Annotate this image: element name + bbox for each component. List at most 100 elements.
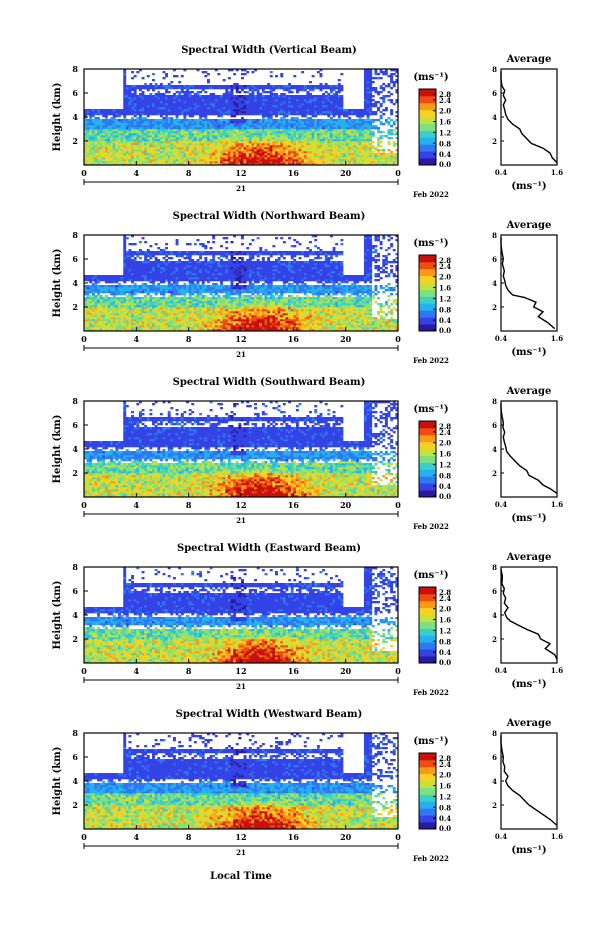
heatmap-cell <box>84 325 87 328</box>
heatmap-cell <box>152 103 155 106</box>
heatmap-cell <box>206 163 210 166</box>
heatmap-cell <box>183 69 187 72</box>
heatmap-cell <box>269 117 273 120</box>
heatmap-cell <box>275 151 278 154</box>
heatmap-cell <box>94 321 98 324</box>
heatmap-cell <box>183 87 187 90</box>
heatmap-cell <box>89 277 93 280</box>
heatmap-cell <box>366 137 370 140</box>
heatmap-cell <box>256 123 260 126</box>
heatmap-cell <box>269 129 273 132</box>
heatmap-cell <box>188 153 192 156</box>
heatmap-cell <box>123 253 127 256</box>
heatmap-cell <box>115 113 119 116</box>
heatmap-cell <box>133 243 137 246</box>
heatmap-cell <box>141 161 145 164</box>
heatmap-cell <box>340 119 344 122</box>
heatmap-cell <box>146 115 150 118</box>
heatmap-cell <box>112 319 116 322</box>
heatmap-cell <box>301 163 305 166</box>
heatmap-cell <box>133 271 137 274</box>
heatmap-cell <box>246 87 250 90</box>
heatmap-cell <box>131 77 135 80</box>
heatmap-cell <box>115 279 119 282</box>
heatmap-cell <box>332 87 336 90</box>
heatmap-cell <box>97 119 100 122</box>
heatmap-cell <box>131 235 135 238</box>
heatmap-cell <box>290 87 294 90</box>
heatmap-cell <box>241 99 244 102</box>
heatmap-cell <box>311 129 315 132</box>
heatmap-cell <box>102 313 106 316</box>
heatmap-cell <box>358 129 362 132</box>
heatmap-cell <box>199 103 203 106</box>
heatmap-cell <box>337 111 341 114</box>
heatmap-cell <box>272 109 276 112</box>
heatmap-cell <box>269 141 273 144</box>
heatmap-cell <box>251 163 255 166</box>
heatmap-cell <box>267 163 271 166</box>
heatmap-cell <box>138 111 142 114</box>
heatmap-cell <box>180 147 184 150</box>
heatmap-cell <box>138 307 142 310</box>
heatmap-cell <box>125 137 129 140</box>
heatmap-cell <box>348 161 352 164</box>
heatmap-cell <box>384 119 388 122</box>
heatmap-cell <box>97 297 100 300</box>
heatmap-cell <box>180 151 184 154</box>
heatmap-cell <box>146 89 150 92</box>
heatmap-cell <box>285 87 289 90</box>
heatmap-cell <box>183 141 187 144</box>
heatmap-cell <box>303 119 307 122</box>
heatmap-cell <box>316 139 320 142</box>
heatmap-cell <box>227 113 231 116</box>
heatmap-cell <box>123 79 127 82</box>
heatmap-cell <box>217 101 221 104</box>
heatmap-cell <box>298 125 302 128</box>
heatmap-cell <box>259 123 263 126</box>
heatmap-cell <box>285 119 289 122</box>
heatmap-cell <box>110 109 114 112</box>
heatmap-cell <box>201 137 205 140</box>
heatmap-cell <box>306 119 310 122</box>
heatmap-cell <box>329 155 333 158</box>
heatmap-cell <box>225 111 229 114</box>
heatmap-cell <box>104 287 108 290</box>
heatmap-cell <box>301 111 305 114</box>
heatmap-cell <box>293 119 297 122</box>
heatmap-cell <box>309 119 312 122</box>
heatmap-cell <box>235 97 239 100</box>
heatmap-cell <box>94 279 98 282</box>
heatmap-cell <box>136 327 140 330</box>
heatmap-cell <box>288 157 292 160</box>
heatmap-cell <box>99 277 103 280</box>
heatmap-cell <box>233 115 237 118</box>
heatmap-cell <box>209 141 213 144</box>
heatmap-cell <box>144 279 148 282</box>
heatmap-cell <box>374 103 378 106</box>
heatmap-cell <box>327 105 331 108</box>
heatmap-cell <box>149 99 153 102</box>
heatmap-cell <box>345 123 349 126</box>
heatmap-cell <box>175 141 179 144</box>
colorbar-tick-label: 0.4 <box>439 150 451 159</box>
heatmap-cell <box>225 157 229 160</box>
heatmap-cell <box>327 145 331 148</box>
heatmap-cell <box>91 295 95 298</box>
heatmap-cell <box>217 123 221 126</box>
heatmap-cell <box>238 91 242 94</box>
heatmap-cell <box>115 123 119 126</box>
heatmap-cell <box>243 87 247 90</box>
heatmap-cell <box>157 99 161 102</box>
heatmap-cell <box>322 147 326 150</box>
heatmap-cell <box>248 161 252 164</box>
heatmap-cell <box>128 307 132 310</box>
heatmap-cell <box>191 129 195 132</box>
heatmap-cell <box>201 151 205 154</box>
heatmap-cell <box>162 141 166 144</box>
heatmap-cell <box>99 275 103 278</box>
heatmap-cell <box>322 105 326 108</box>
heatmap-cell <box>133 263 137 266</box>
heatmap-cell <box>251 107 255 110</box>
heatmap-cell <box>99 311 103 314</box>
